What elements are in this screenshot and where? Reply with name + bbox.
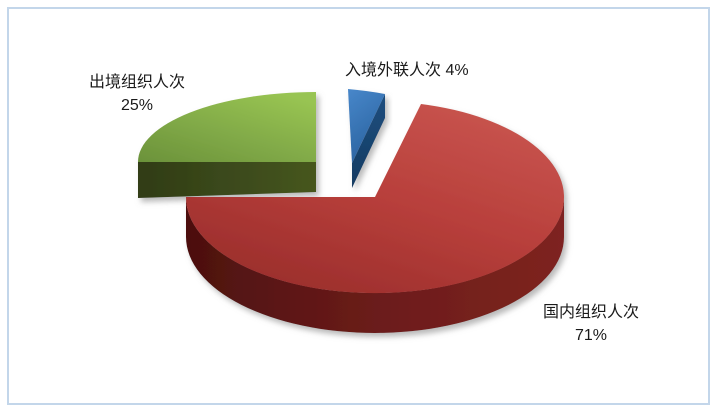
data-label-outbound: 出境组织人次 25% [57,71,217,117]
data-label-outbound-pct: 25% [120,97,154,114]
pie-slice-domestic[interactable] [185,104,564,333]
pie-slice-outbound-side[interactable] [138,162,316,198]
data-label-inbound: 入境外联人次 4% [345,59,515,82]
data-label-domestic-pct: 71% [574,327,608,344]
pie-slice-domestic-top[interactable] [185,104,564,294]
pie-slice-domestic-side[interactable] [186,197,564,333]
data-label-domestic-name: 国内组织人次 [542,304,639,321]
pie-slice-inbound-top[interactable] [348,89,385,163]
pie-slice-inbound[interactable] [348,89,385,188]
pie-slice-outbound-top[interactable] [138,92,316,162]
pie-slice-outbound[interactable] [138,92,316,198]
data-label-domestic: 国内组织人次 71% [510,301,672,347]
data-label-outbound-name: 出境组织人次 [88,74,185,91]
data-label-inbound-text: 入境外联人次 4% [345,62,469,79]
pie-slice-inbound-side[interactable] [352,94,385,188]
